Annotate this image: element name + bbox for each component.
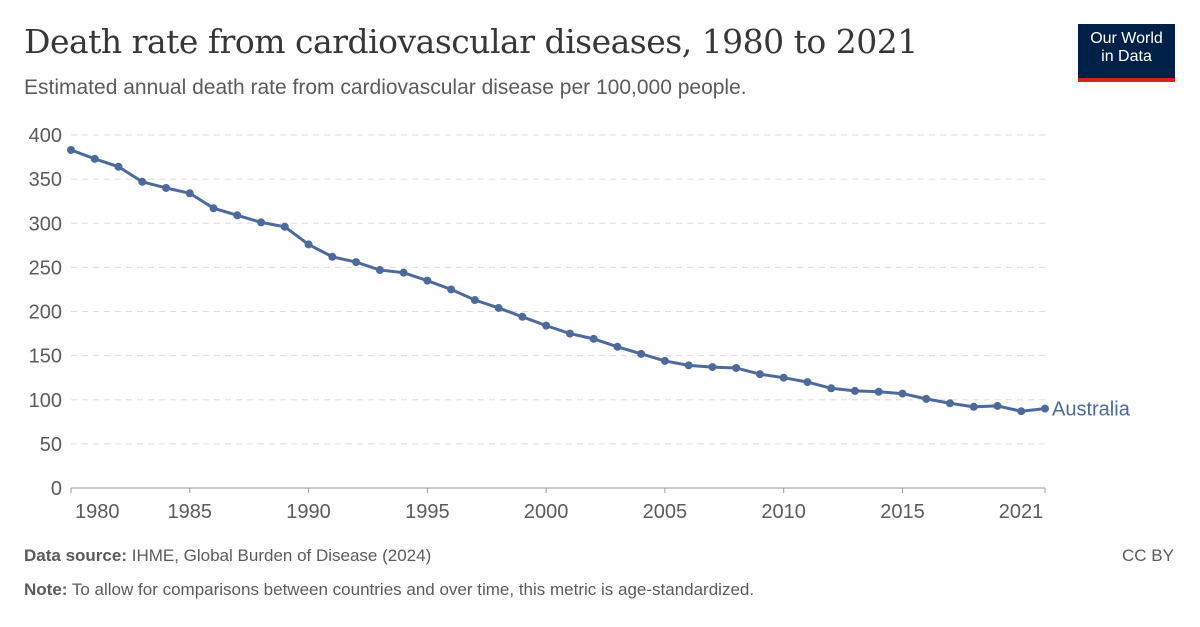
data-point	[328, 252, 337, 261]
y-tick-label: 100	[29, 390, 62, 412]
data-point	[613, 342, 622, 351]
y-tick-label: 200	[29, 302, 62, 324]
data-point	[470, 296, 479, 305]
x-tick-label: 1990	[286, 501, 331, 523]
data-point	[874, 387, 883, 396]
data-point	[138, 177, 147, 186]
data-point	[185, 189, 194, 198]
data-point	[850, 386, 859, 395]
y-tick-label: 400	[29, 125, 62, 147]
data-point	[637, 349, 646, 358]
x-tick-label: 2000	[524, 501, 569, 523]
data-point	[233, 211, 242, 220]
x-tick-label: 1980	[75, 501, 120, 523]
license[interactable]: CC BY	[1122, 546, 1174, 565]
data-point	[494, 303, 503, 312]
data-point	[399, 268, 408, 277]
data-point	[827, 384, 836, 393]
data-point	[375, 266, 384, 275]
data-point	[257, 218, 266, 227]
data-point	[660, 356, 669, 365]
data-point	[565, 329, 574, 338]
data-point	[684, 361, 693, 370]
data-point	[90, 154, 99, 163]
data-source: Data source: IHME, Global Burden of Dise…	[24, 546, 431, 566]
data-point	[969, 402, 978, 411]
y-tick-label: 300	[29, 213, 62, 235]
owid-logo[interactable]: Our World in Data	[1078, 24, 1175, 82]
data-point	[447, 285, 456, 294]
x-tick-label: 1985	[168, 501, 213, 523]
data-point	[162, 183, 171, 192]
source-text[interactable]: IHME, Global Burden of Disease (2024)	[131, 546, 432, 565]
data-point	[542, 321, 551, 330]
series-line	[70, 148, 1046, 413]
y-tick-label: 150	[29, 346, 62, 368]
data-point	[209, 204, 218, 213]
data-point	[67, 146, 75, 155]
data-point	[708, 363, 717, 372]
note-label: Note:	[24, 580, 68, 599]
x-tick-label: 1995	[405, 501, 450, 523]
data-point	[423, 276, 432, 285]
y-tick-label: 0	[51, 478, 62, 500]
data-point	[945, 399, 954, 408]
data-point	[803, 378, 812, 387]
x-tick-label: 2010	[761, 501, 806, 523]
note: Note: To allow for comparisons between c…	[24, 580, 754, 600]
data-point	[898, 389, 907, 398]
y-tick-label: 350	[29, 169, 62, 191]
y-tick-label: 250	[29, 257, 62, 279]
data-point	[755, 370, 764, 379]
data-point	[1041, 404, 1049, 413]
data-point	[922, 394, 931, 403]
data-point	[304, 240, 313, 249]
data-point	[589, 334, 598, 343]
logo-line1: Our World	[1090, 30, 1163, 47]
data-point	[114, 162, 123, 171]
note-text: To allow for comparisons between countri…	[71, 580, 755, 599]
x-tick-label: 2015	[880, 501, 925, 523]
series-label: Australia	[1052, 399, 1131, 421]
data-point	[779, 373, 788, 382]
source-label: Data source:	[24, 546, 127, 565]
chart-subtitle: Estimated annual death rate from cardiov…	[24, 76, 747, 99]
data-point	[732, 363, 741, 372]
data-point	[352, 258, 361, 267]
data-point	[518, 312, 527, 321]
y-tick-label: 50	[40, 434, 62, 456]
chart-title: Death rate from cardiovascular diseases,…	[24, 22, 918, 61]
logo-line2: in Data	[1101, 48, 1152, 65]
data-point	[1017, 407, 1026, 416]
data-point	[993, 401, 1002, 410]
x-tick-label: 2005	[643, 501, 688, 523]
x-tick-label: 2021	[999, 501, 1044, 523]
data-point	[280, 222, 289, 231]
